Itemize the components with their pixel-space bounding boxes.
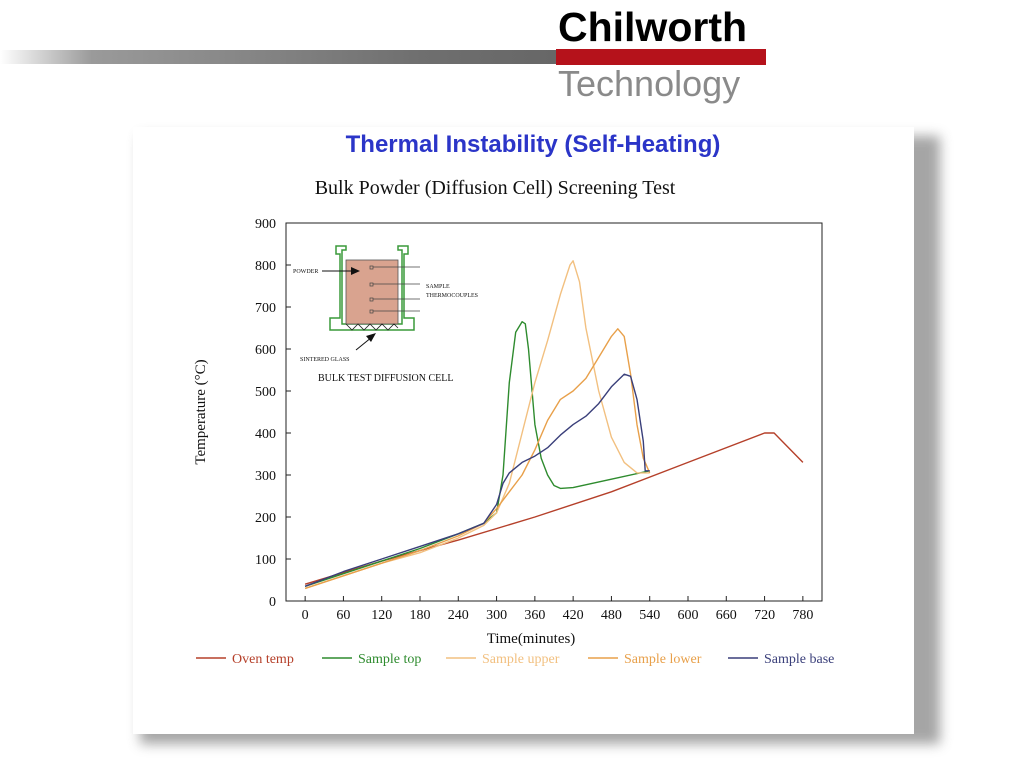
x-axis: 0 60 120 180 240 300 360 420 480 540 600 660 720 780 <box>302 596 813 623</box>
y-axis-label: Temperature (°C) <box>193 359 209 464</box>
powder-label: POWDER <box>293 269 318 275</box>
x-tick-label: 660 <box>716 608 737 623</box>
sintered-glass-mark <box>345 323 399 331</box>
thermocouples-label: THERMOCOUPLES <box>426 293 478 299</box>
y-tick-label: 100 <box>255 553 276 568</box>
x-tick-label: 600 <box>678 608 699 623</box>
brand-name: Chilworth <box>558 4 748 50</box>
diffusion-cell-diagram: POWDER SAMPLE THERMOCOUPLES SINTERED GLA… <box>293 245 478 384</box>
legend-item: Sample lower <box>588 652 702 667</box>
cell-wall <box>329 245 415 331</box>
y-tick-label: 0 <box>269 595 276 610</box>
legend-item: Sample base <box>728 652 834 667</box>
x-tick-label: 780 <box>792 608 813 623</box>
sintered-glass-label: SINTERED GLASS <box>300 357 350 363</box>
legend-label: Sample upper <box>482 652 560 667</box>
y-tick-label: 300 <box>255 469 276 484</box>
series-line-sample-top <box>304 321 650 587</box>
header-bar-accent <box>556 49 766 65</box>
x-tick-label: 480 <box>601 608 622 623</box>
y-tick-label: 900 <box>255 217 276 232</box>
series-lines <box>304 260 804 590</box>
legend-label: Sample lower <box>624 652 702 667</box>
legend-item: Sample upper <box>446 652 560 667</box>
chart-title: Bulk Powder (Diffusion Cell) Screening T… <box>315 177 676 199</box>
y-tick-label: 700 <box>255 301 276 316</box>
sintered-arrow <box>355 333 376 351</box>
brand-subtitle: Technology <box>558 63 741 104</box>
x-tick-label: 540 <box>639 608 660 623</box>
y-tick-label: 200 <box>255 511 276 526</box>
legend-item: Sample top <box>322 652 421 667</box>
x-tick-label: 360 <box>524 608 545 623</box>
x-tick-label: 120 <box>371 608 392 623</box>
x-tick-label: 60 <box>336 608 350 623</box>
y-tick-label: 800 <box>255 259 276 274</box>
plot-frame <box>285 222 823 602</box>
inset-caption: BULK TEST DIFFUSION CELL <box>318 373 453 384</box>
legend: Oven temp Sample top Sample upper Sample lo… <box>196 652 834 667</box>
series-line-sample-upper <box>304 260 650 590</box>
legend-label: Sample base <box>764 652 834 667</box>
sample-label: SAMPLE <box>426 284 450 290</box>
x-tick-label: 0 <box>302 608 309 623</box>
thermocouple-leads <box>369 265 420 314</box>
powder-arrow <box>322 267 360 275</box>
series-line-sample-base <box>304 373 650 587</box>
x-tick-label: 240 <box>448 608 469 623</box>
chart-card <box>133 127 914 734</box>
x-axis-label: Time(minutes) <box>487 631 576 647</box>
x-tick-label: 720 <box>754 608 775 623</box>
y-axis: 0 100 200 300 400 500 600 700 800 900 <box>255 217 291 610</box>
slide-title: Thermal Instability (Self-Heating) <box>345 131 721 158</box>
x-tick-label: 180 <box>410 608 431 623</box>
y-tick-label: 400 <box>255 427 276 442</box>
y-tick-label: 500 <box>255 385 276 400</box>
x-tick-label: 420 <box>563 608 584 623</box>
y-tick-label: 600 <box>255 343 276 358</box>
legend-label: Sample top <box>358 652 421 667</box>
legend-label: Oven temp <box>232 652 294 667</box>
legend-item: Oven temp <box>196 652 294 667</box>
series-line-sample-lower <box>304 328 651 590</box>
x-tick-label: 300 <box>486 608 507 623</box>
